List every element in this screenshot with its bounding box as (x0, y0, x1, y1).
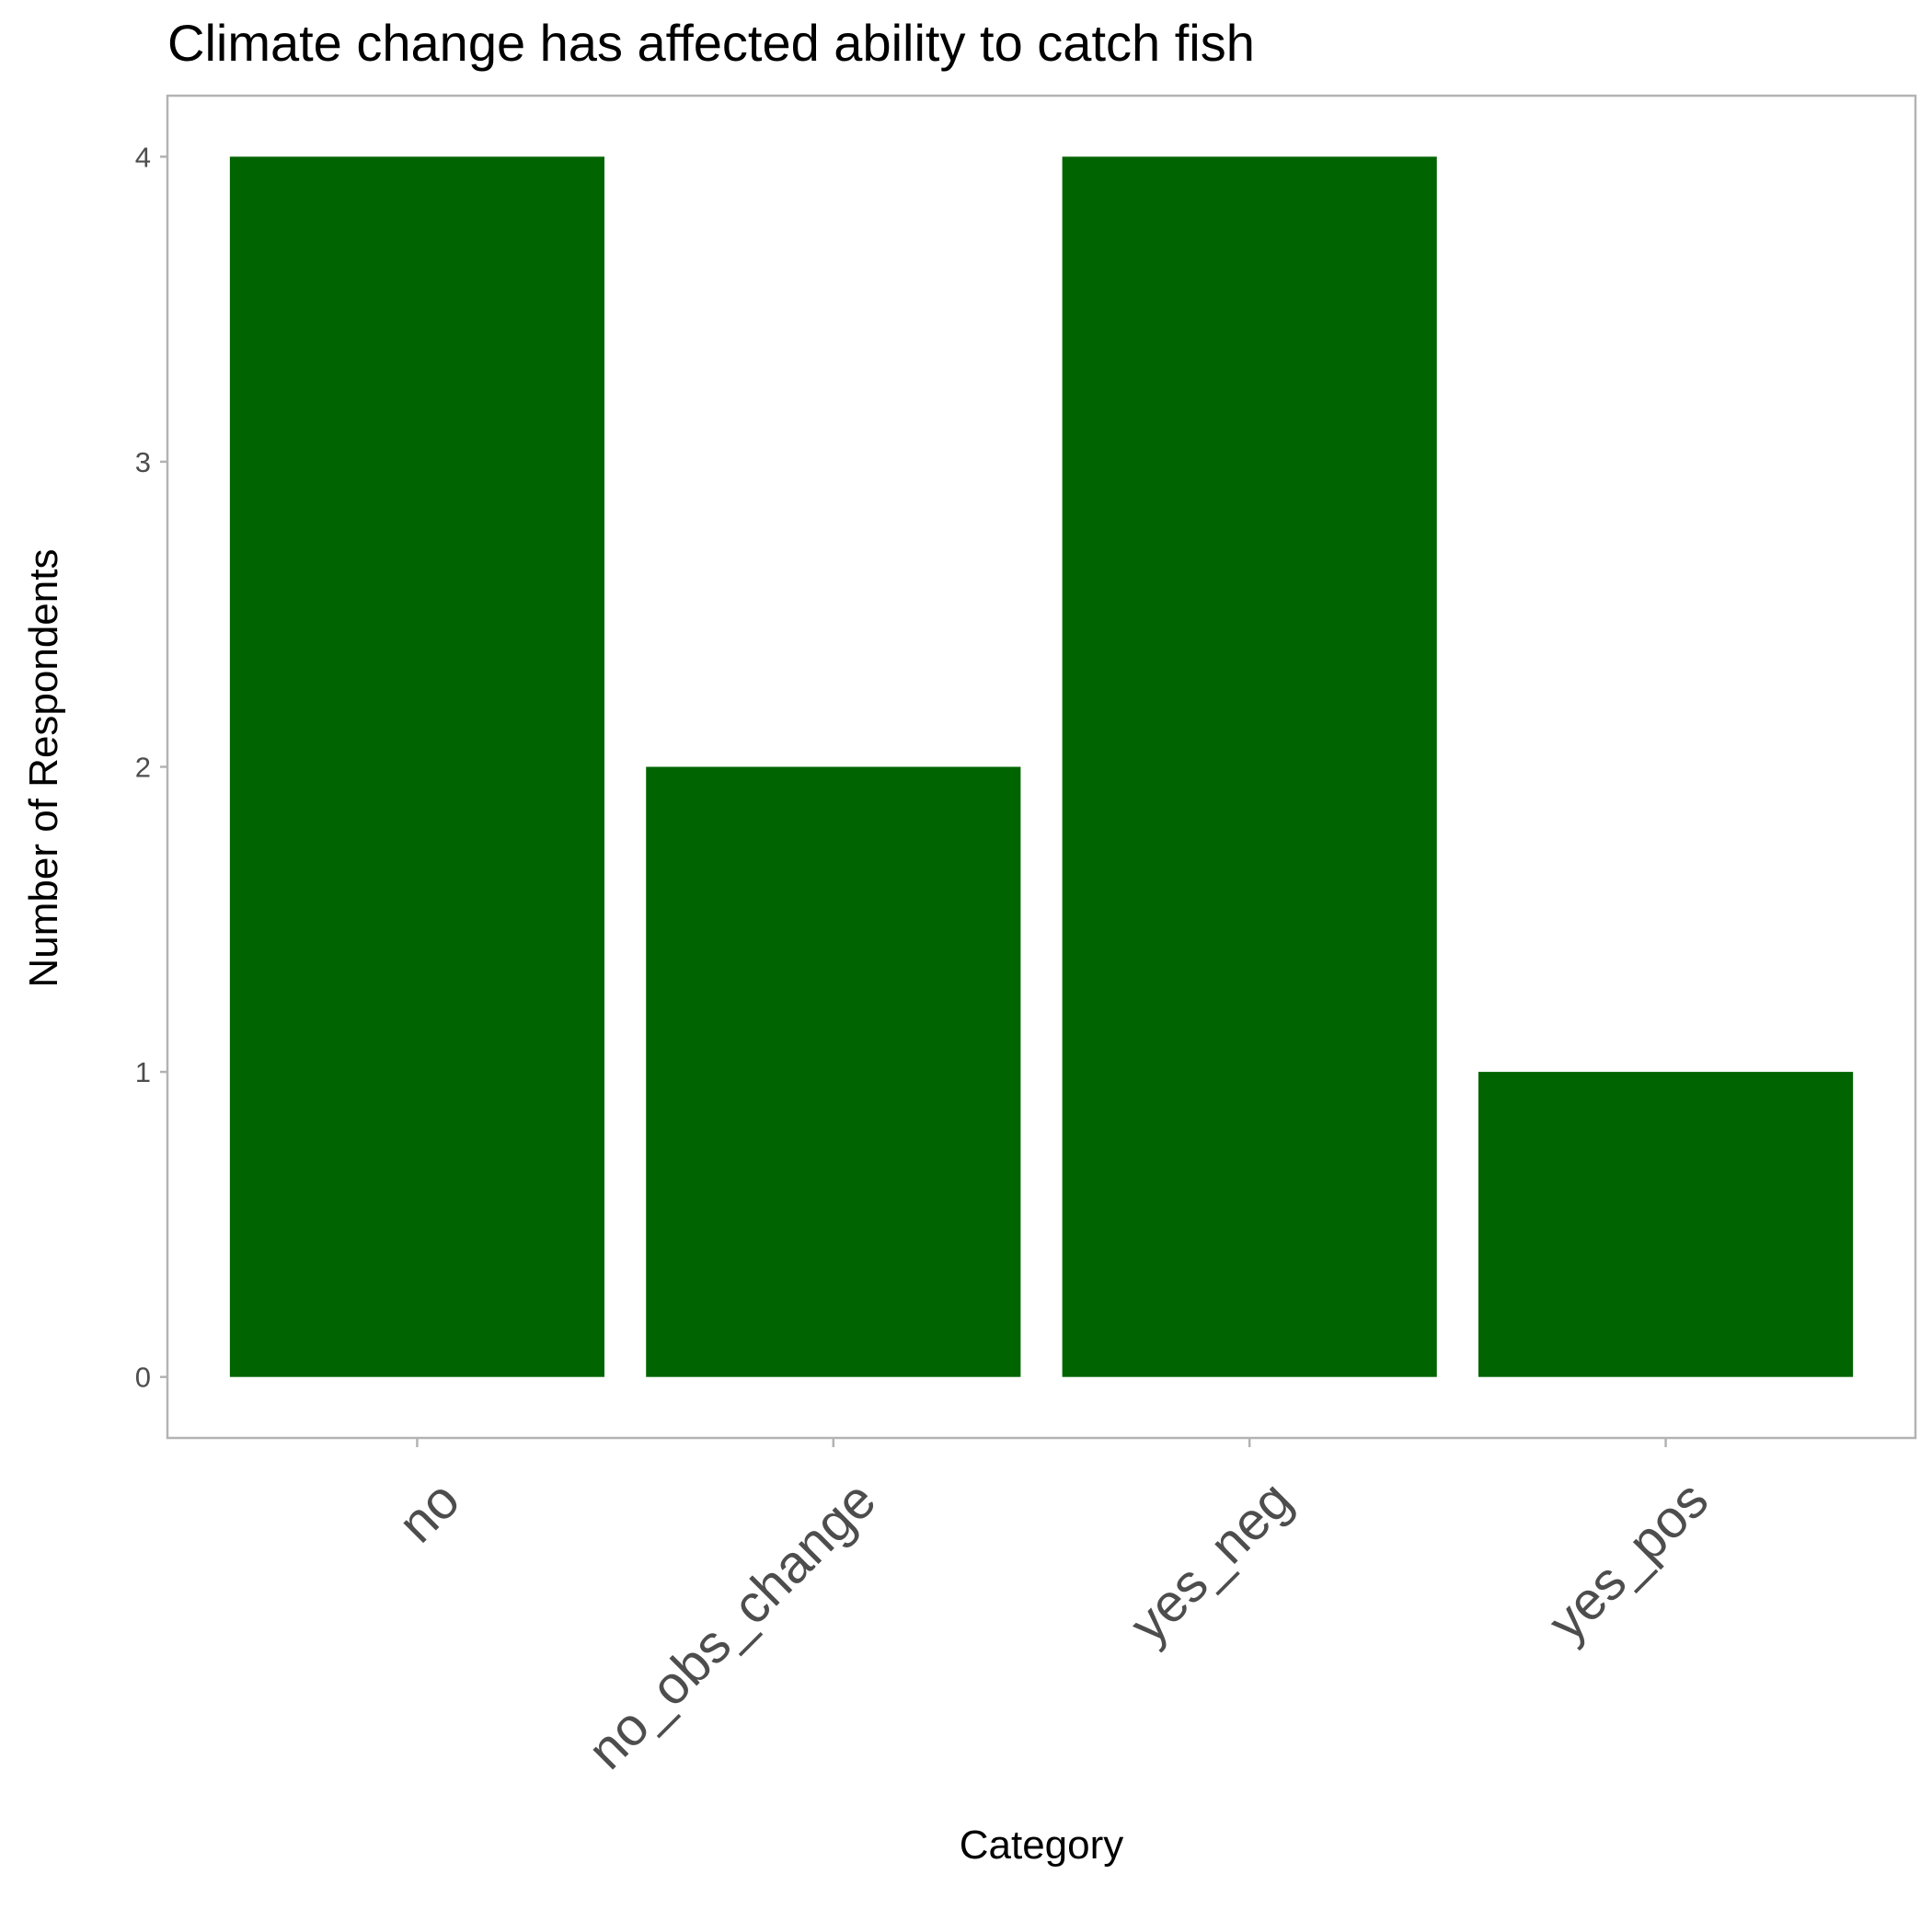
bar-no_obs_change (646, 766, 1021, 1377)
y-axis: 0 1 2 3 4 (135, 141, 167, 1394)
y-tick-label: 3 (135, 446, 151, 478)
y-tick-label: 2 (135, 752, 151, 784)
bars-layer (229, 156, 1854, 1377)
bar-yes_neg (1062, 156, 1437, 1377)
x-axis-title: Category (960, 1823, 1124, 1868)
y-tick-label: 0 (135, 1362, 151, 1394)
bar-no (229, 156, 604, 1377)
y-tick-label: 4 (135, 141, 151, 173)
y-tick-label: 1 (135, 1056, 151, 1088)
bar-yes_pos (1478, 1072, 1854, 1377)
y-axis-title: Number of Respondents (21, 549, 66, 988)
chart-title: Climate change has affected ability to c… (167, 14, 1255, 72)
